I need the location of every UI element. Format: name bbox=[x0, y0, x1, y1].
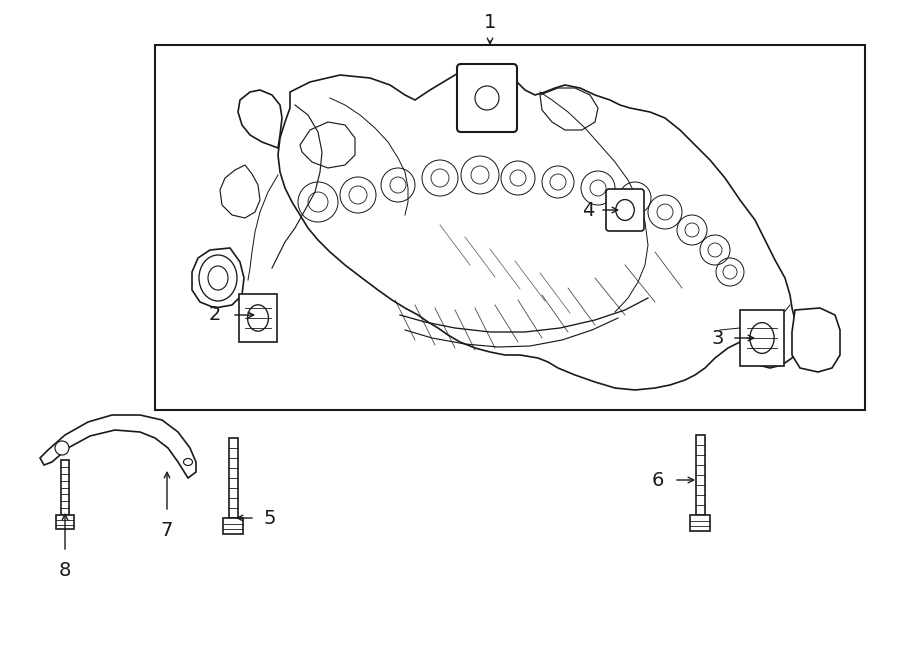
Ellipse shape bbox=[616, 200, 634, 220]
Text: 6: 6 bbox=[652, 471, 664, 490]
Polygon shape bbox=[192, 248, 244, 308]
Text: 5: 5 bbox=[264, 508, 276, 527]
Bar bbox=[56, 515, 74, 529]
Ellipse shape bbox=[750, 323, 774, 354]
Bar bbox=[155, 45, 865, 410]
Text: 3: 3 bbox=[712, 329, 724, 348]
Text: 1: 1 bbox=[484, 13, 496, 32]
Text: 4: 4 bbox=[581, 200, 594, 219]
Ellipse shape bbox=[184, 459, 193, 465]
Polygon shape bbox=[238, 90, 282, 148]
Polygon shape bbox=[40, 415, 196, 478]
Bar bbox=[223, 518, 243, 534]
FancyBboxPatch shape bbox=[457, 64, 517, 132]
Circle shape bbox=[55, 441, 69, 455]
Bar bbox=[239, 294, 277, 342]
Bar bbox=[696, 435, 705, 515]
Text: 8: 8 bbox=[58, 561, 71, 580]
Text: 2: 2 bbox=[209, 305, 221, 325]
FancyBboxPatch shape bbox=[606, 189, 644, 231]
Bar bbox=[740, 310, 784, 366]
Bar bbox=[229, 438, 238, 518]
Bar bbox=[690, 515, 710, 531]
Circle shape bbox=[475, 86, 499, 110]
Polygon shape bbox=[278, 68, 800, 390]
Ellipse shape bbox=[248, 305, 268, 331]
Text: 7: 7 bbox=[161, 520, 173, 539]
Bar bbox=[61, 460, 69, 515]
Polygon shape bbox=[792, 308, 840, 372]
